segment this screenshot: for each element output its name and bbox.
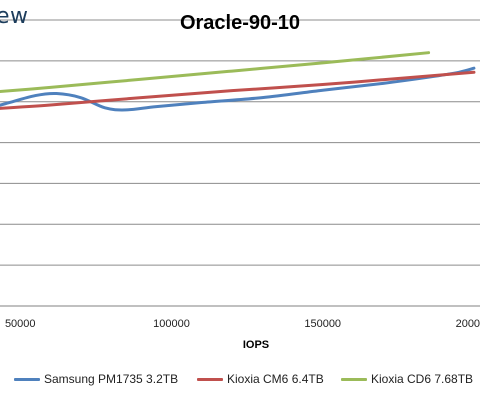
legend-item-cm6: Kioxia CM6 6.4TB — [197, 372, 324, 386]
series-lines — [0, 51, 476, 112]
x-axis-label: IOPS — [243, 339, 269, 351]
legend-item-cd6: Kioxia CD6 7.68TB — [341, 372, 473, 386]
legend-swatch-samsung — [14, 377, 40, 381]
legend-label-samsung: Samsung PM1735 3.2TB — [44, 372, 179, 386]
legend-swatch-cm6 — [197, 377, 223, 381]
legend-label-cd6: Kioxia CD6 7.68TB — [371, 372, 474, 386]
legend-label-cm6: Kioxia CM6 6.4TB — [227, 372, 324, 386]
legend-item-samsung: Samsung PM1735 3.2TB — [14, 372, 178, 386]
watermark-logo: ew — [0, 4, 29, 29]
series-line-kioxia-cm6-6-4tb — [0, 70, 476, 110]
x-tick-label: 50000 — [5, 318, 36, 330]
x-tick-labels: 50000 100000 150000 200000 — [5, 318, 480, 330]
gridlines — [0, 19, 480, 307]
x-tick-label: 100000 — [153, 318, 190, 330]
x-tick-label: 150000 — [304, 318, 341, 330]
legend: Samsung PM1735 3.2TB Kioxia CM6 6.4TB Ki… — [0, 372, 480, 390]
chart-title: Oracle-90-10 — [179, 12, 301, 34]
series-line-samsung-pm1735-3-2tb — [0, 66, 476, 112]
series-line-kioxia-cd6-7-68tb — [0, 51, 431, 94]
legend-swatch-cd6 — [341, 377, 367, 381]
x-tick-label: 200000 — [456, 318, 480, 330]
